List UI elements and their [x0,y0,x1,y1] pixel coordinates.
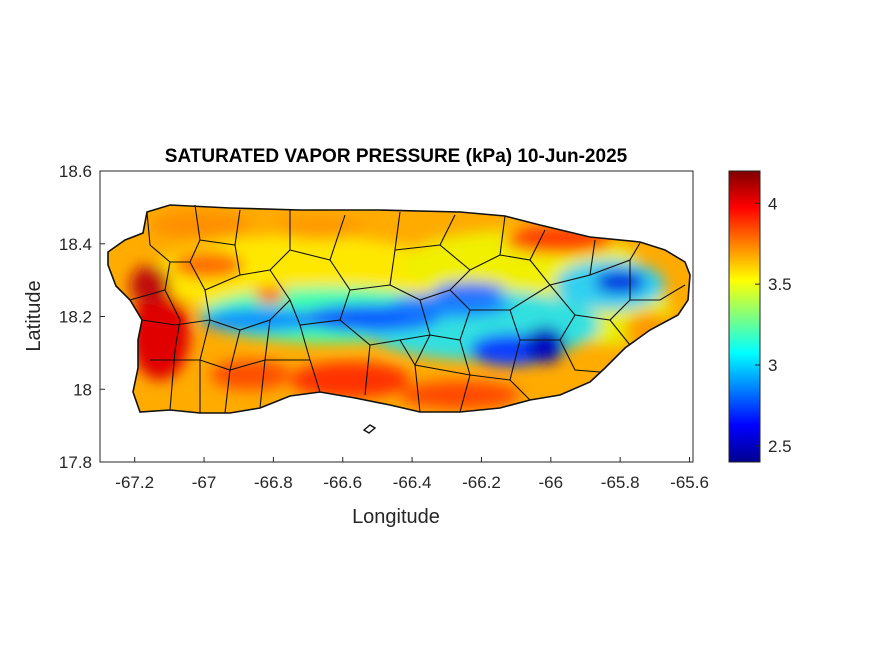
chart-title: SATURATED VAPOR PRESSURE (kPa) 10-Jun-20… [165,146,628,167]
x-tick-label: -65.8 [601,473,640,492]
y-tick-label: 18 [73,380,92,399]
y-tick-label: 18.2 [59,308,92,327]
x-tick-label: -67 [192,473,217,492]
colorbar-ticks: 2.5 3 3.5 4 [755,194,792,456]
x-tick-label: -65.6 [670,473,709,492]
colorbar-tick-label: 2.5 [768,437,792,456]
x-tick-label: -66.6 [323,473,362,492]
colorbar-tick-label: 3.5 [768,275,792,294]
y-tick-label: 18.6 [59,162,92,181]
x-tick-label: -66.8 [254,473,293,492]
y-tick-label: 18.4 [59,235,92,254]
y-axis-label: Latitude [23,280,45,351]
x-tick-label: -66.2 [462,473,501,492]
colorbar [728,170,761,463]
x-axis-label: Longitude [352,506,440,528]
x-tick-label: -67.2 [115,473,154,492]
y-ticks: 17.8 18 18.2 18.4 18.6 [59,162,105,472]
colorbar-tick-label: 4 [768,194,777,213]
x-tick-label: -66 [539,473,564,492]
x-ticks: -67.2 -67 -66.8 -66.6 -66.4 -66.2 -66 -65.8 -65.… [115,457,709,492]
islet-outline [362,424,377,434]
x-tick-label: -66.4 [393,473,432,492]
municipality-boundaries [129,204,686,414]
island-outline [107,204,691,414]
heatmap-field [108,205,690,413]
y-tick-label: 17.8 [59,453,92,472]
colorbar-tick-label: 3 [768,356,777,375]
